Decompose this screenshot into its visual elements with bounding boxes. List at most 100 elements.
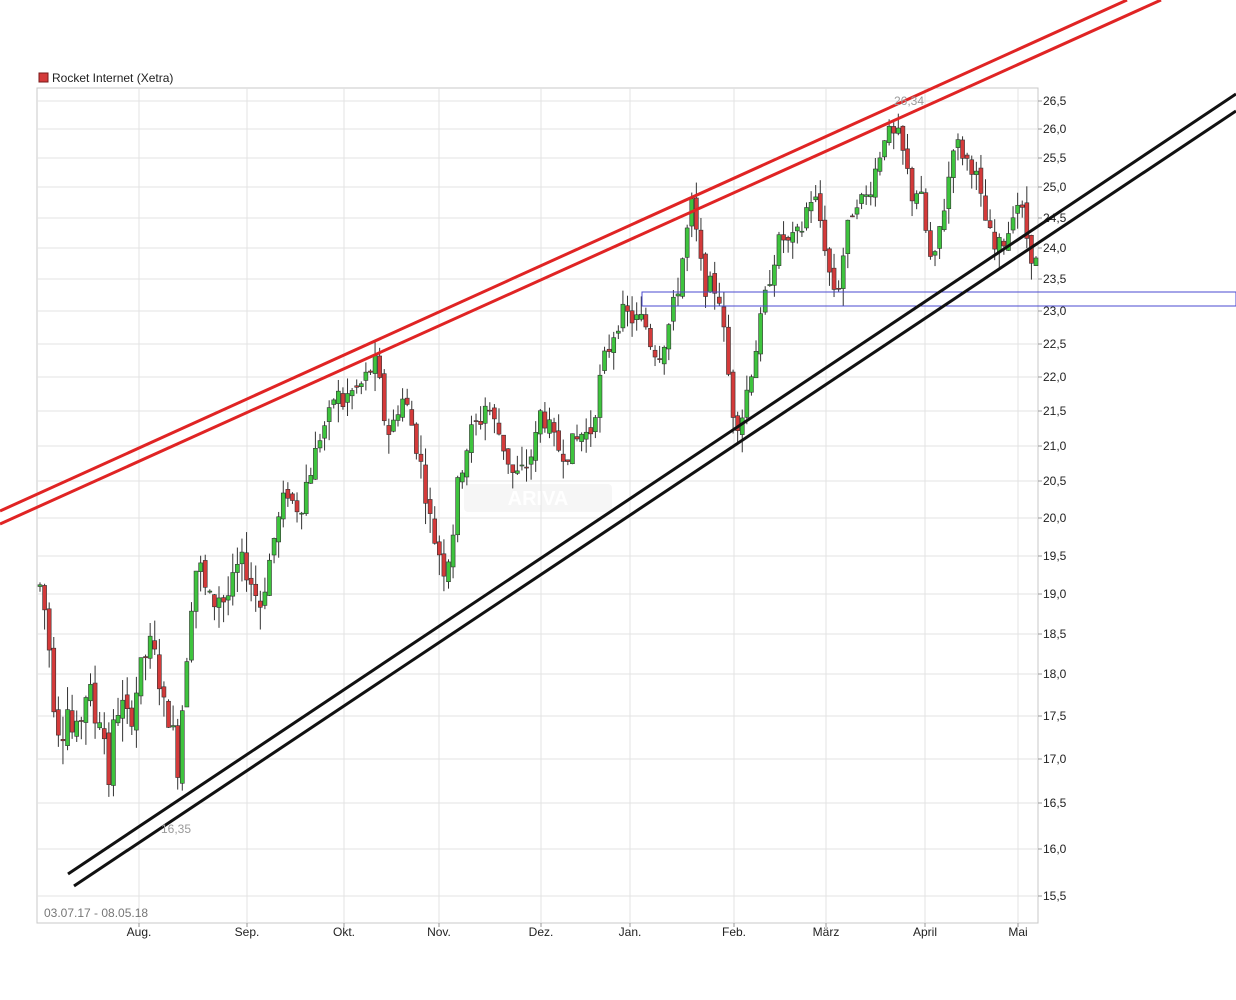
candle-body	[987, 220, 993, 228]
candle-body	[290, 493, 295, 501]
candle-body	[1033, 257, 1039, 266]
candle-body	[992, 231, 997, 250]
candle-body	[83, 697, 89, 723]
trend-lines	[0, 0, 1236, 888]
candle-body	[808, 202, 814, 212]
candle-body	[611, 337, 617, 353]
y-tick-label: 22,5	[1043, 337, 1067, 351]
y-tick-label: 19,5	[1043, 549, 1067, 563]
candle-body	[524, 466, 529, 469]
candle-body	[363, 371, 369, 381]
candle-body	[381, 373, 387, 422]
candle-body	[372, 355, 378, 374]
candle-body	[574, 436, 580, 440]
candle-body	[239, 551, 245, 565]
candle-body	[629, 310, 635, 324]
candle-body	[602, 350, 607, 371]
candle-body	[157, 654, 162, 690]
x-tick-label: Nov.	[427, 925, 451, 939]
candle-body	[767, 284, 773, 286]
candle-body	[147, 635, 153, 659]
candle-body	[909, 168, 915, 202]
candle-body	[827, 248, 832, 273]
candle-body	[1024, 202, 1030, 239]
candle-body	[680, 258, 685, 297]
candle-body	[303, 481, 309, 514]
candle-body	[753, 350, 759, 379]
candle-body	[859, 194, 864, 204]
candle-body	[620, 303, 626, 329]
candle-body	[56, 709, 61, 736]
y-tick-label: 21,0	[1043, 439, 1067, 453]
y-tick-label: 24,0	[1043, 241, 1067, 255]
x-tick-label: Jan.	[619, 925, 642, 939]
candle-body	[69, 710, 75, 733]
candle-body	[322, 425, 327, 439]
candle-body	[634, 314, 639, 320]
candle-body	[671, 296, 676, 322]
candle-body	[817, 193, 823, 222]
candle-body	[262, 591, 268, 606]
candle-body	[464, 450, 470, 478]
candle-body	[937, 226, 942, 249]
y-tick-label: 16,5	[1043, 796, 1067, 810]
y-tick-label: 23,0	[1043, 304, 1067, 318]
candle-body	[616, 330, 621, 334]
candle-body	[790, 232, 796, 243]
candle-body	[593, 417, 598, 433]
trend-line-black-upper	[67, 92, 1236, 876]
candle-body	[230, 572, 236, 597]
candle-body	[482, 405, 488, 424]
candle-body	[97, 722, 102, 729]
candle-body	[138, 657, 144, 697]
y-tick-label: 22,0	[1043, 370, 1067, 384]
y-tick-label: 21,5	[1043, 404, 1067, 418]
candle-body	[556, 430, 561, 451]
x-tick-label: Okt.	[333, 925, 355, 939]
x-tick-label: Feb.	[722, 925, 746, 939]
candle-body	[340, 393, 346, 407]
candle-body	[391, 419, 396, 432]
low-annotation: 16,35	[161, 822, 191, 836]
candle-body	[804, 207, 809, 229]
candle-body	[42, 585, 47, 611]
candle-body	[721, 306, 727, 328]
candle-body	[280, 492, 286, 520]
trend-line-red-lower	[0, 0, 1162, 526]
x-tick-label: Aug.	[127, 925, 152, 939]
candle-body	[551, 422, 557, 433]
candle-body	[1019, 204, 1025, 208]
y-tick-label: 25,0	[1043, 180, 1067, 194]
candle-body	[638, 313, 644, 320]
candle-body	[570, 433, 575, 465]
candle-body	[905, 148, 910, 169]
candle-body	[129, 707, 135, 727]
candle-body	[868, 194, 874, 198]
candle-body	[216, 597, 222, 608]
candle-body	[326, 407, 332, 422]
candle-body	[776, 234, 782, 266]
candle-body	[469, 424, 474, 453]
candle-body	[735, 415, 740, 431]
candle-body	[189, 610, 194, 661]
candle-body	[749, 376, 754, 393]
candle-body	[193, 570, 199, 612]
candle-body	[418, 453, 424, 462]
candle-body	[368, 370, 373, 373]
legend: Rocket Internet (Xetra)	[38, 71, 173, 85]
candle-body	[515, 470, 520, 474]
candle-body	[684, 227, 690, 258]
candle-body	[914, 193, 919, 204]
candle-body	[478, 421, 483, 425]
candle-body	[918, 191, 924, 194]
candle-body	[505, 448, 511, 465]
candle-body	[900, 125, 906, 151]
watermark-text: ARIVA	[508, 488, 569, 510]
candle-body	[565, 459, 571, 462]
candle-body	[666, 324, 672, 350]
candle-body	[850, 215, 855, 218]
candle-body	[207, 590, 213, 593]
candle-body	[528, 456, 534, 465]
candle-body	[510, 464, 516, 473]
candle-body	[955, 139, 961, 148]
